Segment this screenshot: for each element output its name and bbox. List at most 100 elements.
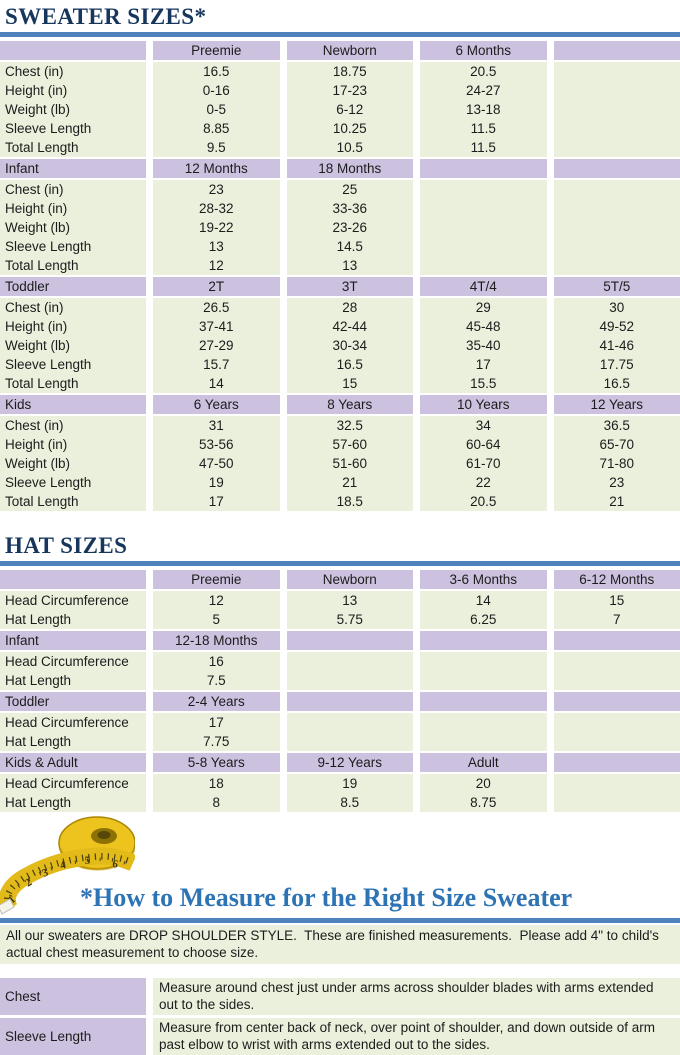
column-header-cell: Adult <box>420 753 547 772</box>
value-cell: 15.7 <box>153 355 280 374</box>
value-cell: 20.5 <box>420 492 547 511</box>
value-cell: 37-41 <box>153 317 280 336</box>
column-header-cell <box>287 692 414 711</box>
value-cell: 0-5 <box>153 100 280 119</box>
column-header-cell <box>420 631 547 650</box>
column-header-cell: 6-12 Months <box>554 570 680 589</box>
value-cell: 32.5 <box>287 416 414 435</box>
value-cell: 28 <box>287 298 414 317</box>
row-label-cell: Chest (in) <box>0 298 146 317</box>
value-cell: 11.5 <box>420 138 547 157</box>
value-cell: 6-12 <box>287 100 414 119</box>
column-header-cell: 9-12 Years <box>287 753 414 772</box>
value-cell: 10.25 <box>287 119 414 138</box>
value-cell <box>420 199 547 218</box>
column-header-cell <box>554 692 680 711</box>
value-cell <box>554 652 680 671</box>
row-label-cell: Sleeve Length <box>0 237 146 256</box>
row-label-cell: Height (in) <box>0 435 146 454</box>
value-cell: 33-36 <box>287 199 414 218</box>
column-header-cell <box>420 692 547 711</box>
value-cell: 41-46 <box>554 336 680 355</box>
row-label-cell: Sleeve Length <box>0 355 146 374</box>
value-cell: 47-50 <box>153 454 280 473</box>
value-cell: 23 <box>153 180 280 199</box>
value-cell <box>420 256 547 275</box>
value-cell: 8 <box>153 793 280 812</box>
column-header-cell: 6 Months <box>420 41 547 60</box>
value-cell <box>554 671 680 690</box>
value-cell: 16 <box>153 652 280 671</box>
section-name-cell: Toddler <box>0 692 146 711</box>
value-cell: 13 <box>287 591 414 610</box>
column-header-cell: 5-8 Years <box>153 753 280 772</box>
column-header-cell: 12-18 Months <box>153 631 280 650</box>
value-cell <box>554 793 680 812</box>
value-cell <box>554 180 680 199</box>
value-cell: 16.5 <box>554 374 680 393</box>
column-header-cell: Preemie <box>153 41 280 60</box>
value-cell: 14 <box>420 591 547 610</box>
value-cell <box>287 652 414 671</box>
value-cell <box>554 774 680 793</box>
value-cell <box>420 218 547 237</box>
value-cell: 60-64 <box>420 435 547 454</box>
column-header-cell: 6 Years <box>153 395 280 414</box>
value-cell: 5 <box>153 610 280 629</box>
value-cell: 21 <box>287 473 414 492</box>
value-cell: 21 <box>554 492 680 511</box>
section-name-cell <box>0 570 146 589</box>
value-cell: 27-29 <box>153 336 280 355</box>
measure-label-cell: Sleeve Length <box>0 1018 146 1055</box>
value-cell: 51-60 <box>287 454 414 473</box>
sweater-sizes-title: SWEATER SIZES* <box>0 0 680 32</box>
value-cell <box>554 199 680 218</box>
value-cell <box>287 713 414 732</box>
value-cell: 12 <box>153 591 280 610</box>
value-cell: 45-48 <box>420 317 547 336</box>
section-name-cell: Kids <box>0 395 146 414</box>
value-cell <box>420 713 547 732</box>
how-to-measure-title: *How to Measure for the Right Size Sweat… <box>80 884 572 912</box>
value-cell <box>554 732 680 751</box>
row-label-cell: Hat Length <box>0 732 146 751</box>
value-cell <box>554 138 680 157</box>
value-cell: 19-22 <box>153 218 280 237</box>
value-cell: 8.75 <box>420 793 547 812</box>
section-name-cell <box>0 41 146 60</box>
row-label-cell: Chest (in) <box>0 416 146 435</box>
blue-rule <box>0 32 680 37</box>
value-cell: 7.75 <box>153 732 280 751</box>
row-label-cell: Weight (lb) <box>0 454 146 473</box>
column-header-cell: 18 Months <box>287 159 414 178</box>
value-cell <box>420 671 547 690</box>
column-header-cell: 12 Months <box>153 159 280 178</box>
value-cell <box>554 256 680 275</box>
value-cell: 24-27 <box>420 81 547 100</box>
value-cell: 12 <box>153 256 280 275</box>
value-cell: 13 <box>153 237 280 256</box>
value-cell: 17 <box>420 355 547 374</box>
value-cell: 14.5 <box>287 237 414 256</box>
section-name-cell: Toddler <box>0 277 146 296</box>
row-label-cell: Weight (lb) <box>0 336 146 355</box>
row-label-cell: Sleeve Length <box>0 119 146 138</box>
value-cell: 11.5 <box>420 119 547 138</box>
measure-text-cell: Measure from center back of neck, over p… <box>153 1018 680 1055</box>
value-cell: 34 <box>420 416 547 435</box>
